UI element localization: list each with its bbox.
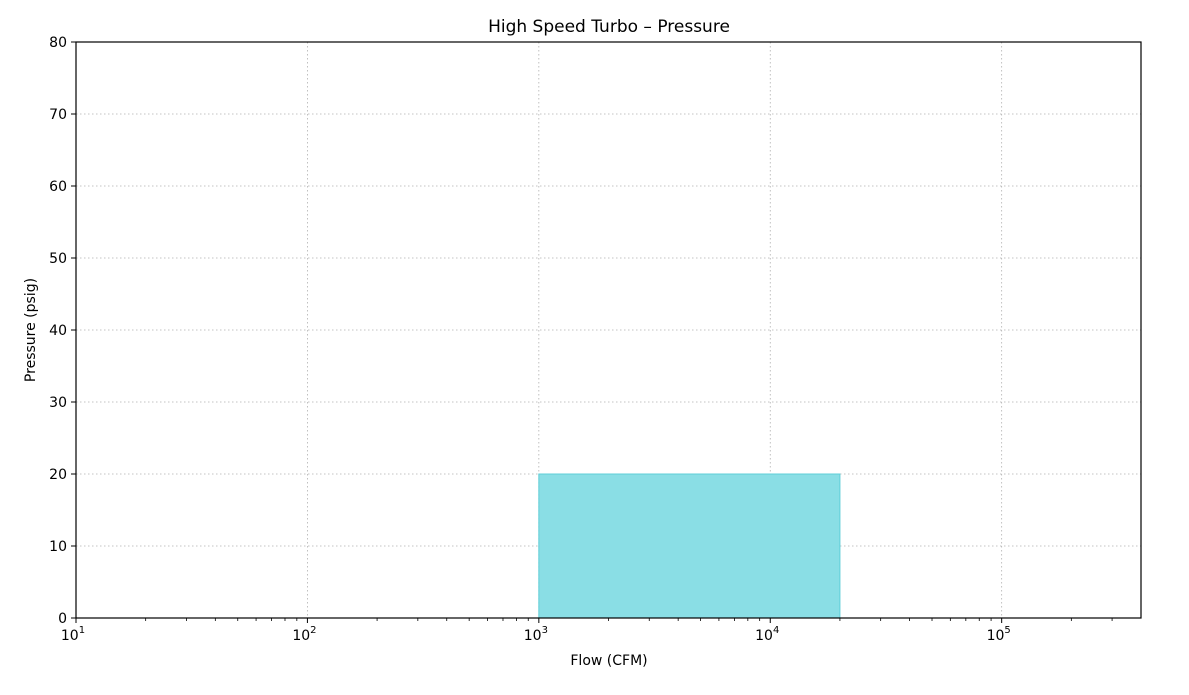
x-tick-exponent: 1 [79, 625, 85, 636]
x-tick-exponent: 5 [1004, 625, 1010, 636]
y-tick-label: 80 [49, 35, 67, 51]
x-tick-exponent: 4 [773, 625, 779, 636]
chart-title: High Speed Turbo – Pressure [488, 17, 730, 37]
x-tick-exponent: 2 [310, 625, 316, 636]
y-tick-label: 50 [49, 251, 67, 267]
y-axis: 0 10 20 30 40 50 60 70 80 [49, 35, 76, 627]
y-tick-label: 40 [49, 323, 67, 339]
x-tick-base: 10 [61, 628, 79, 644]
x-axis-title: Flow (CFM) [570, 653, 647, 669]
x-tick-label: 103 [524, 625, 548, 644]
y-tick-label: 30 [49, 395, 67, 411]
y-axis-title: Pressure (psig) [23, 278, 39, 382]
y-tick-label: 70 [49, 107, 67, 123]
x-tick-base: 10 [987, 628, 1005, 644]
x-tick-exponent: 3 [542, 625, 548, 636]
y-tick-label: 10 [49, 539, 67, 555]
x-tick-label: 102 [292, 625, 316, 644]
y-tick-label: 20 [49, 467, 67, 483]
regions [538, 473, 841, 619]
x-tick-label: 105 [987, 625, 1011, 644]
y-tick-label: 0 [58, 611, 67, 627]
x-tick-base: 10 [292, 628, 310, 644]
x-tick-label: 104 [755, 625, 779, 644]
x-tick-base: 10 [755, 628, 773, 644]
x-tick-label: 101 [61, 625, 85, 644]
operating-region [538, 473, 841, 619]
x-axis: 101 102 103 104 105 [61, 618, 1113, 644]
y-tick-label: 60 [49, 179, 67, 195]
x-tick-base: 10 [524, 628, 542, 644]
